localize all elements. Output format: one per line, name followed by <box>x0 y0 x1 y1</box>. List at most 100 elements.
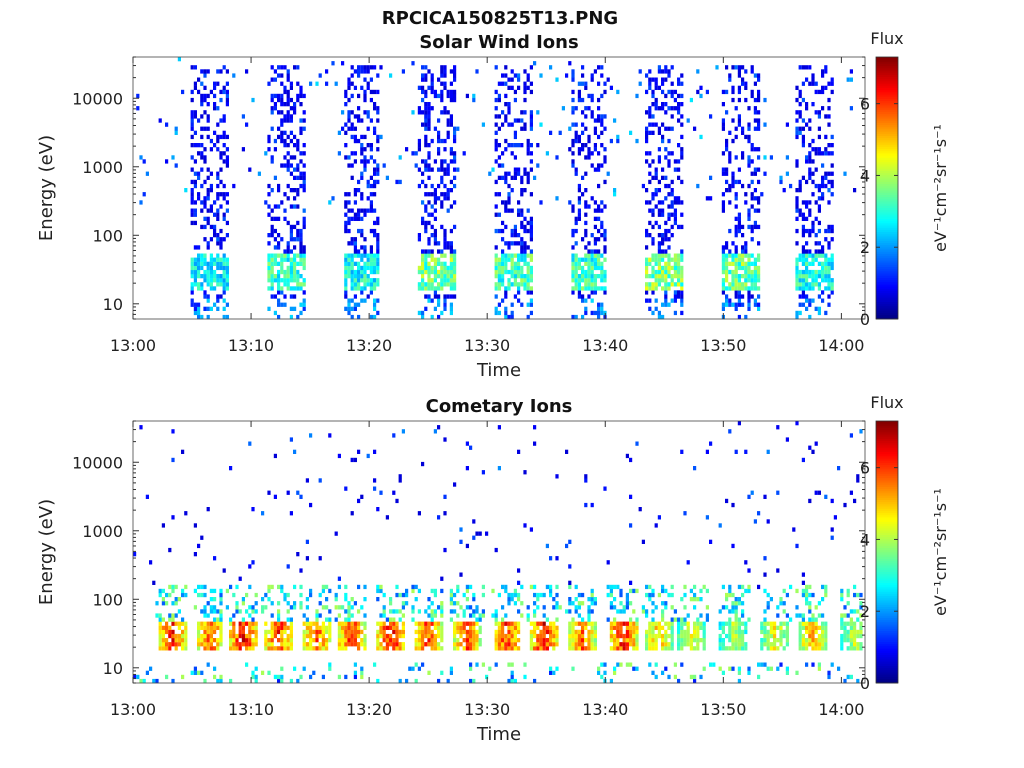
heatmap-cell <box>449 204 453 209</box>
heatmap-cell <box>283 192 287 197</box>
heatmap-cell <box>616 89 620 95</box>
heatmap-cell <box>613 666 617 671</box>
heatmap-cell <box>571 110 575 115</box>
heatmap-cell <box>744 642 748 647</box>
heatmap-cell <box>664 233 668 238</box>
heatmap-cell <box>721 257 725 262</box>
heatmap-cell <box>731 253 735 258</box>
heatmap-cell <box>270 126 274 131</box>
heatmap-cell <box>251 507 255 512</box>
heatmap-cell <box>430 138 434 144</box>
heatmap-cell <box>555 556 559 561</box>
heatmap-cell <box>430 278 434 283</box>
heatmap-cell <box>277 613 281 618</box>
heatmap-cell <box>168 642 172 647</box>
heatmap-cell <box>664 196 668 201</box>
heatmap-cell <box>203 85 207 90</box>
heatmap-cell <box>293 274 297 279</box>
heatmap-cell <box>437 621 441 626</box>
heatmap-cell <box>641 539 645 544</box>
heatmap-cell <box>347 617 351 622</box>
heatmap-cell <box>587 286 591 291</box>
heatmap-cell <box>597 151 601 156</box>
heatmap-cell <box>529 621 533 626</box>
heatmap-cell <box>465 543 469 549</box>
heatmap-cell <box>200 592 204 598</box>
heatmap-cell <box>721 269 725 275</box>
heatmap-cell <box>577 97 581 103</box>
heatmap-cell <box>302 245 306 250</box>
heatmap-cell <box>753 286 757 291</box>
heatmap-cell <box>193 278 197 283</box>
heatmap-cell <box>315 633 319 639</box>
heatmap-cell <box>677 93 681 99</box>
heatmap-cell <box>814 81 818 86</box>
heatmap-cell <box>846 588 850 594</box>
heatmap-cell <box>696 69 700 74</box>
heatmap-cell <box>702 625 706 630</box>
heatmap-cell <box>744 646 748 651</box>
heatmap-cell <box>801 253 805 258</box>
heatmap-cell <box>769 625 773 630</box>
heatmap-cell <box>539 633 543 639</box>
colorbar-segment <box>876 94 898 97</box>
heatmap-cell <box>741 249 745 254</box>
heatmap-cell <box>520 179 524 185</box>
heatmap-cell <box>331 196 335 201</box>
heatmap-cell <box>651 77 655 82</box>
heatmap-cell <box>510 282 514 287</box>
heatmap-cell <box>158 629 162 635</box>
heatmap-cell <box>350 457 354 463</box>
heatmap-cell <box>757 200 761 205</box>
heatmap-cell <box>190 126 194 131</box>
heatmap-cell <box>497 212 501 217</box>
heatmap-cell <box>587 609 591 614</box>
heatmap-cell <box>440 588 444 594</box>
heatmap-cell <box>782 188 786 193</box>
heatmap-cell <box>725 179 729 185</box>
heatmap-cell <box>587 605 591 610</box>
heatmap-cell <box>507 621 511 626</box>
heatmap-cell <box>661 212 665 217</box>
heatmap-cell <box>725 294 729 299</box>
heatmap-cell <box>750 93 754 99</box>
heatmap-cell <box>510 241 514 246</box>
heatmap-cell <box>661 106 665 111</box>
heatmap-cell <box>379 588 383 594</box>
heatmap-cell <box>737 666 741 671</box>
heatmap-cell <box>680 73 684 78</box>
heatmap-cell <box>398 478 402 483</box>
heatmap-cell <box>571 106 575 111</box>
heatmap-cell <box>581 629 585 635</box>
heatmap-cell <box>785 670 789 675</box>
heatmap-cell <box>440 310 444 316</box>
heatmap-cell <box>731 241 735 246</box>
heatmap-cell <box>341 61 345 66</box>
heatmap-cell <box>577 93 581 99</box>
heatmap-cell <box>341 126 345 131</box>
heatmap-cell <box>376 265 380 271</box>
heatmap-cell <box>779 621 783 626</box>
heatmap-cell <box>817 662 821 667</box>
heatmap-cell <box>424 167 428 172</box>
heatmap-cell <box>197 625 201 630</box>
heatmap-cell <box>494 310 498 316</box>
heatmap-cell <box>680 294 684 299</box>
heatmap-cell <box>677 159 681 164</box>
heatmap-cell <box>648 621 652 626</box>
heatmap-cell <box>581 192 585 197</box>
heatmap-cell <box>424 249 428 254</box>
heatmap-cell <box>683 633 687 639</box>
heatmap-cell <box>571 278 575 283</box>
heatmap-cell <box>453 89 457 95</box>
heatmap-cell <box>197 282 201 287</box>
heatmap-cell <box>184 592 188 598</box>
heatmap-cell <box>773 625 777 630</box>
heatmap-cell <box>584 204 588 209</box>
heatmap-cell <box>827 257 831 262</box>
heatmap-cell <box>513 638 517 643</box>
heatmap-cell <box>629 494 633 499</box>
heatmap-cell <box>142 159 146 164</box>
heatmap-cell <box>654 106 658 111</box>
heatmap-cell <box>360 638 364 643</box>
